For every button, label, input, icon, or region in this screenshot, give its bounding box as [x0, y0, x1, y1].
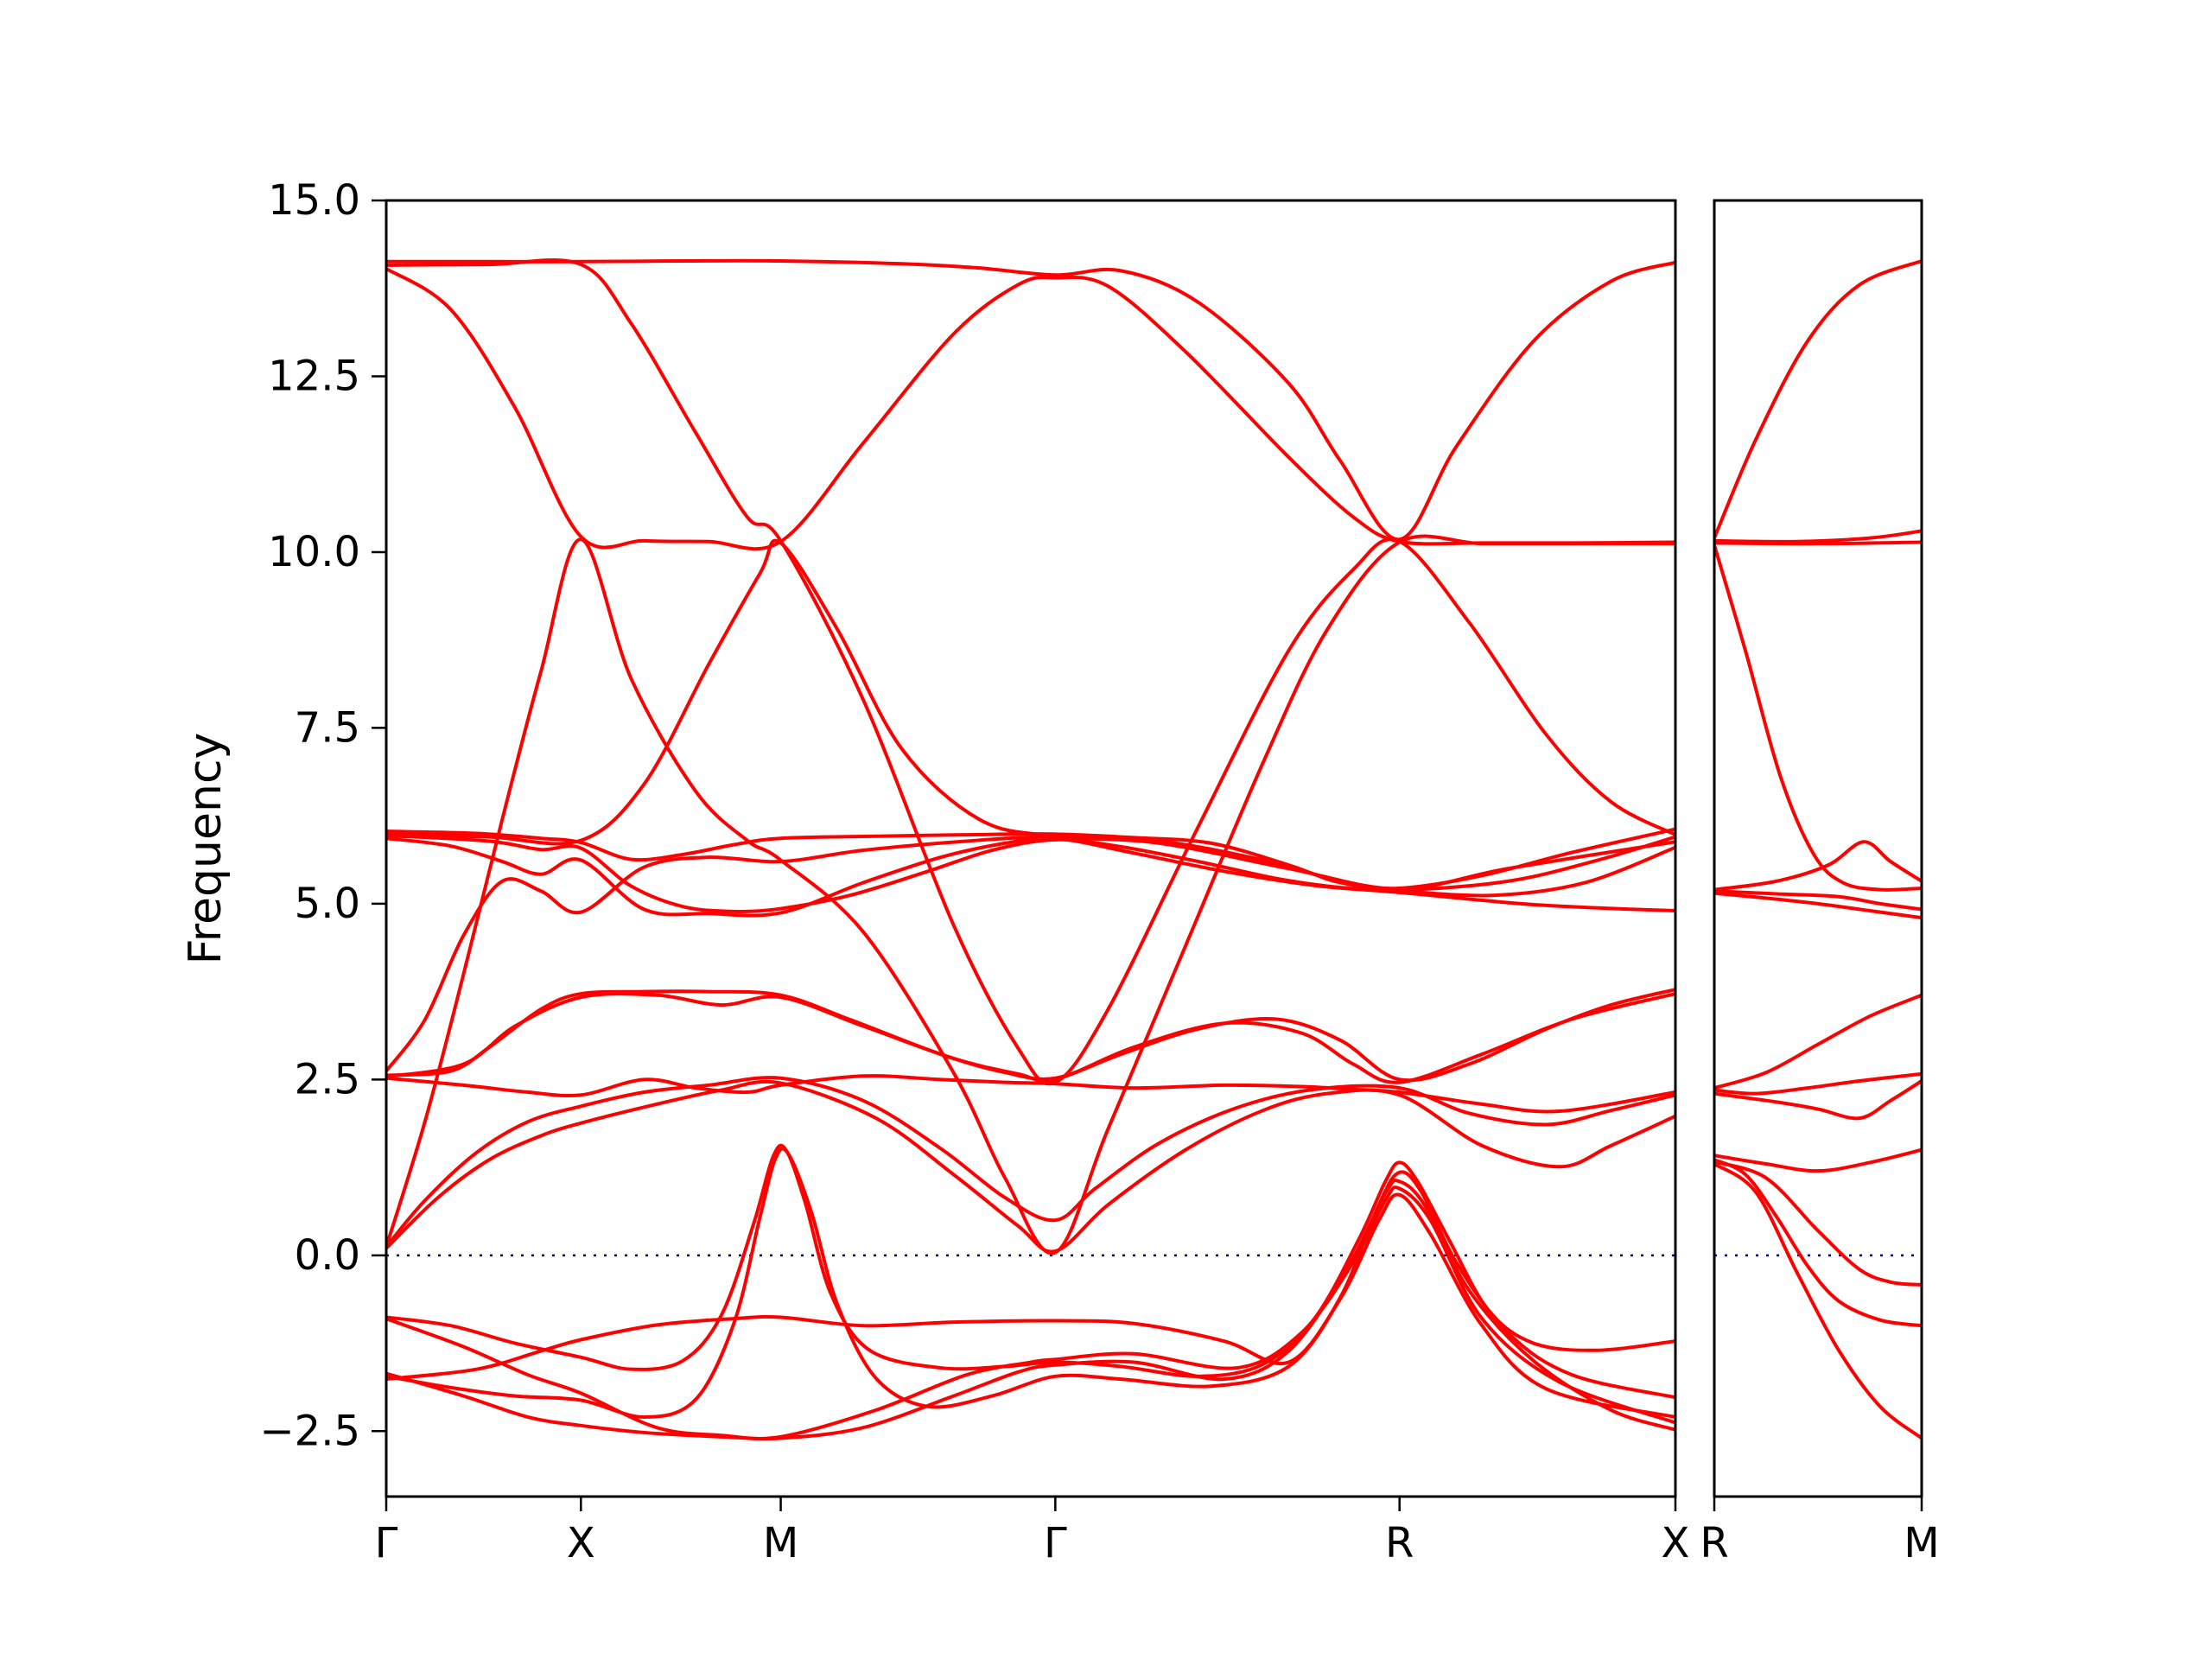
y-tick-label: 5.0 [295, 880, 360, 928]
band-curve [386, 992, 1675, 1084]
y-tick-label: 0.0 [295, 1231, 360, 1280]
y-tick-label: 10.0 [268, 528, 360, 576]
band-curve [1714, 540, 1922, 546]
band-curve [1714, 1162, 1922, 1440]
band-curve [386, 1147, 1675, 1420]
band-curve [386, 534, 1675, 1255]
y-tick-label: 12.5 [268, 352, 360, 400]
x-tick-label: R [1385, 1519, 1414, 1567]
y-tick-label: 7.5 [295, 703, 360, 752]
band-curve [386, 833, 1675, 913]
band-curve [386, 258, 1675, 542]
y-tick-label: 2.5 [295, 1055, 360, 1103]
band-curve [386, 1192, 1675, 1420]
band-curve [386, 1079, 1675, 1254]
band-curve [386, 827, 1675, 891]
x-tick-label: M [1904, 1519, 1939, 1567]
band-curve [386, 835, 1675, 1073]
axes-frame [1713, 199, 1923, 1498]
axes-frame [385, 199, 1677, 1498]
y-tick-label: 15.0 [268, 176, 360, 225]
band-curve [1714, 543, 1922, 892]
band-curve [1714, 1071, 1922, 1096]
band-curve [1714, 993, 1922, 1090]
x-tick-label: X [567, 1519, 595, 1567]
x-tick-label: Γ [375, 1519, 398, 1567]
x-tick-label: R [1700, 1519, 1728, 1567]
band-curve [386, 1179, 1675, 1441]
band-curve [1714, 840, 1922, 892]
band-curve [386, 836, 1675, 918]
band-curve [386, 257, 1675, 1086]
band-curve [1714, 1078, 1922, 1121]
x-tick-label: X [1662, 1519, 1690, 1567]
band-curve [1714, 1158, 1922, 1328]
band-curve [386, 1074, 1675, 1114]
band-curve [1714, 889, 1922, 912]
band-curve [1714, 1147, 1922, 1173]
y-tick-label: −2.5 [259, 1407, 360, 1455]
band-curve [1714, 1160, 1922, 1287]
band-curve [1714, 891, 1922, 920]
band-curve [386, 1076, 1675, 1249]
panel-main-path [386, 257, 1675, 1441]
x-tick-label: M [763, 1519, 798, 1567]
band-curve [386, 1185, 1675, 1440]
x-tick-label: Γ [1044, 1519, 1067, 1567]
band-curve [1714, 258, 1922, 540]
band-curve [1714, 529, 1922, 543]
panel-r-m-path [1714, 258, 1922, 1440]
